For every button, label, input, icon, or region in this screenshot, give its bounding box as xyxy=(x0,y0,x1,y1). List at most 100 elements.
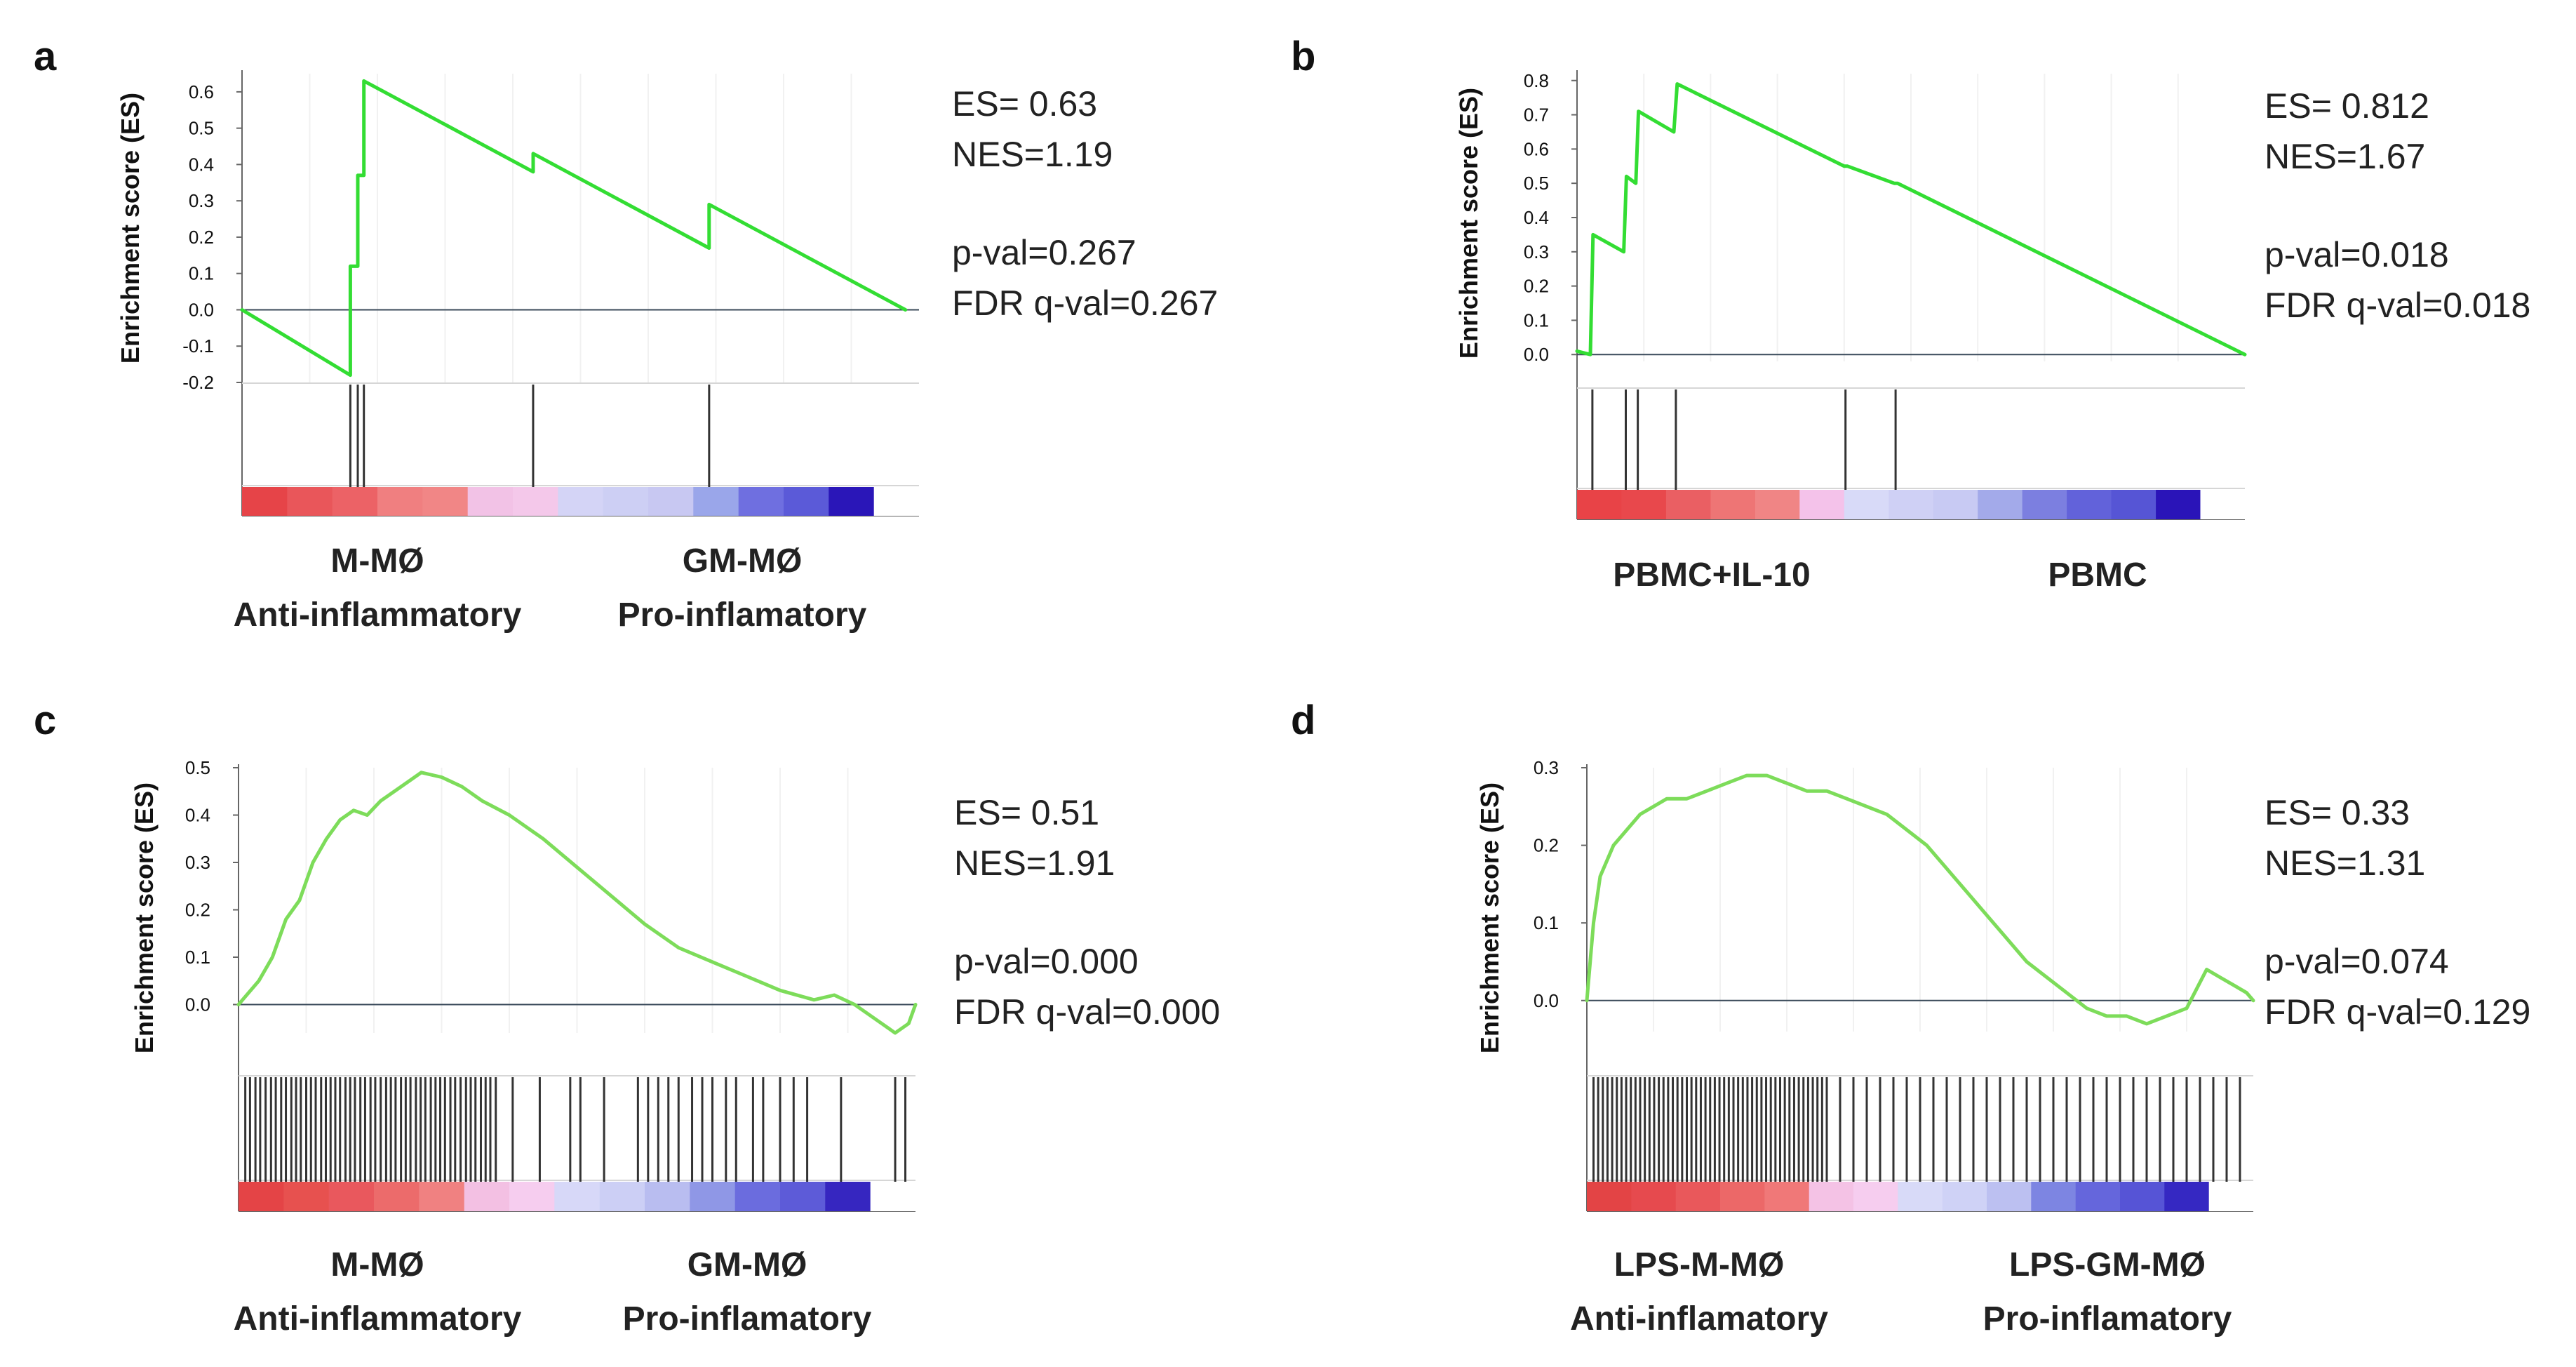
heatmap-cell xyxy=(287,487,333,516)
y-tick-label: 0.5 xyxy=(1524,173,1549,194)
stat-text: p-val=0.267 xyxy=(952,233,1136,272)
category-label: Anti-inflammatory xyxy=(234,1300,522,1338)
category-label: Pro-inflamatory xyxy=(623,1300,872,1338)
y-tick-label: 0.0 xyxy=(189,299,214,320)
heatmap-cell xyxy=(1631,1182,1677,1211)
panel-letter: b xyxy=(1291,34,1315,79)
heatmap-cell xyxy=(239,1182,284,1211)
heatmap-cell xyxy=(645,1182,690,1211)
heatmap-cell xyxy=(2208,1182,2254,1211)
heatmap-cell xyxy=(1844,490,1889,519)
stat-text: ES= 0.63 xyxy=(952,84,1097,124)
category-label: Anti-inflammatory xyxy=(234,596,522,634)
heatmap-cell xyxy=(377,487,423,516)
y-tick-label: 0.2 xyxy=(1524,276,1549,297)
heatmap-cell xyxy=(1755,490,1800,519)
heatmap-cell xyxy=(1799,490,1845,519)
heatmap-cell xyxy=(1720,1182,1765,1211)
enrichment-score-line xyxy=(236,771,918,1035)
heatmap-cell xyxy=(509,1182,555,1211)
y-tick-label: 0.3 xyxy=(1534,757,1559,778)
heatmap-cell xyxy=(1577,490,1623,519)
heatmap-cell xyxy=(2075,1182,2121,1211)
y-tick-label: 0.4 xyxy=(185,805,210,826)
heatmap-cell xyxy=(825,1182,871,1211)
panel-a: a Enrichment score (ES) 0.6 0.5 0.4 0.3 0.2 0.1… xyxy=(34,34,1218,634)
y-tick-label: -0.1 xyxy=(182,335,214,356)
y-axis-title: Enrichment score (ES) xyxy=(130,782,159,1053)
stat-text: FDR q-val=0.267 xyxy=(952,284,1218,323)
heatmap-cell xyxy=(374,1182,420,1211)
heatmap-cell xyxy=(870,1182,916,1211)
stat-text: NES=1.19 xyxy=(952,135,1113,174)
heatmap-cell xyxy=(1978,490,2023,519)
stat-text: p-val=0.000 xyxy=(954,942,1139,981)
y-tick-label: 0.7 xyxy=(1524,105,1549,126)
stat-text: ES= 0.33 xyxy=(2265,793,2410,832)
heatmap-cell xyxy=(1665,490,1711,519)
heatmap-cell xyxy=(1942,1182,1987,1211)
y-tick-label: 0.3 xyxy=(1524,241,1549,262)
heatmap-cell xyxy=(873,487,920,516)
heatmap-cell xyxy=(2200,490,2246,519)
heatmap-cell xyxy=(1809,1182,1854,1211)
heatmap-cell xyxy=(603,487,649,516)
heatmap-cell xyxy=(283,1182,330,1211)
panel-letter: a xyxy=(34,34,57,79)
y-tick-label: 0.0 xyxy=(1534,990,1559,1011)
heatmap-cell xyxy=(2156,490,2201,519)
stat-text: NES=1.91 xyxy=(954,843,1115,883)
y-tick-label: 0.2 xyxy=(1534,835,1559,856)
y-axis-title: Enrichment score (ES) xyxy=(1475,782,1504,1053)
heatmap-cell xyxy=(648,487,694,516)
stat-text: p-val=0.018 xyxy=(2265,235,2449,274)
y-tick-label: 0.2 xyxy=(185,900,210,921)
enrichment-score-line xyxy=(1585,773,2255,1026)
stat-text: p-val=0.074 xyxy=(2265,942,2449,981)
heatmap-cell xyxy=(332,487,378,516)
y-axis-title: Enrichment score (ES) xyxy=(1454,88,1483,359)
category-label: Pro-inflamatory xyxy=(1983,1300,2232,1338)
y-tick-label: 0.0 xyxy=(185,994,210,1015)
heatmap-cell xyxy=(1710,490,1756,519)
heatmap-cell xyxy=(328,1182,375,1211)
y-tick-label: 0.4 xyxy=(1524,207,1549,228)
heatmap-cell xyxy=(1898,1182,1943,1211)
y-tick-label: 0.8 xyxy=(1524,70,1549,91)
y-tick-label: 0.6 xyxy=(1524,138,1549,159)
heatmap-cell xyxy=(2111,490,2156,519)
heatmap-cell xyxy=(690,1182,736,1211)
y-tick-label: 0.3 xyxy=(189,190,214,211)
heatmap-cell xyxy=(513,487,558,516)
heatmap-cell xyxy=(422,487,469,516)
stat-text: FDR q-val=0.018 xyxy=(2265,286,2530,325)
category-label: PBMC xyxy=(2048,556,2147,594)
heatmap-cell xyxy=(2120,1182,2165,1211)
enrichment-score-line xyxy=(240,79,908,378)
heatmap-cell xyxy=(2067,490,2112,519)
panel-letter: d xyxy=(1291,698,1315,743)
heatmap-cell xyxy=(1764,1182,1810,1211)
heatmap-cell xyxy=(2031,1182,2077,1211)
y-tick-label: 0.1 xyxy=(189,263,214,284)
stat-text: ES= 0.812 xyxy=(2265,86,2429,126)
category-label: LPS-GM-MØ xyxy=(2009,1246,2206,1283)
y-tick-label: 0.5 xyxy=(185,757,210,778)
y-tick-label: 0.4 xyxy=(189,154,214,175)
category-label: Pro-inflamatory xyxy=(618,596,867,634)
heatmap-cell xyxy=(419,1182,465,1211)
y-tick-label: -0.2 xyxy=(182,372,214,393)
heatmap-cell xyxy=(1853,1182,1898,1211)
y-tick-label: 0.0 xyxy=(1524,344,1549,365)
heatmap-cell xyxy=(734,1182,781,1211)
heatmap-cell xyxy=(1621,490,1667,519)
heatmap-cell xyxy=(1987,1182,2032,1211)
enrichment-score-line xyxy=(1575,82,2247,356)
category-label: GM-MØ xyxy=(687,1246,807,1283)
heatmap-cell xyxy=(558,487,604,516)
stat-text: NES=1.31 xyxy=(2265,843,2425,883)
heatmap-cell xyxy=(780,1182,826,1211)
y-tick-label: 0.1 xyxy=(1534,912,1559,933)
heatmap-cell xyxy=(2164,1182,2210,1211)
